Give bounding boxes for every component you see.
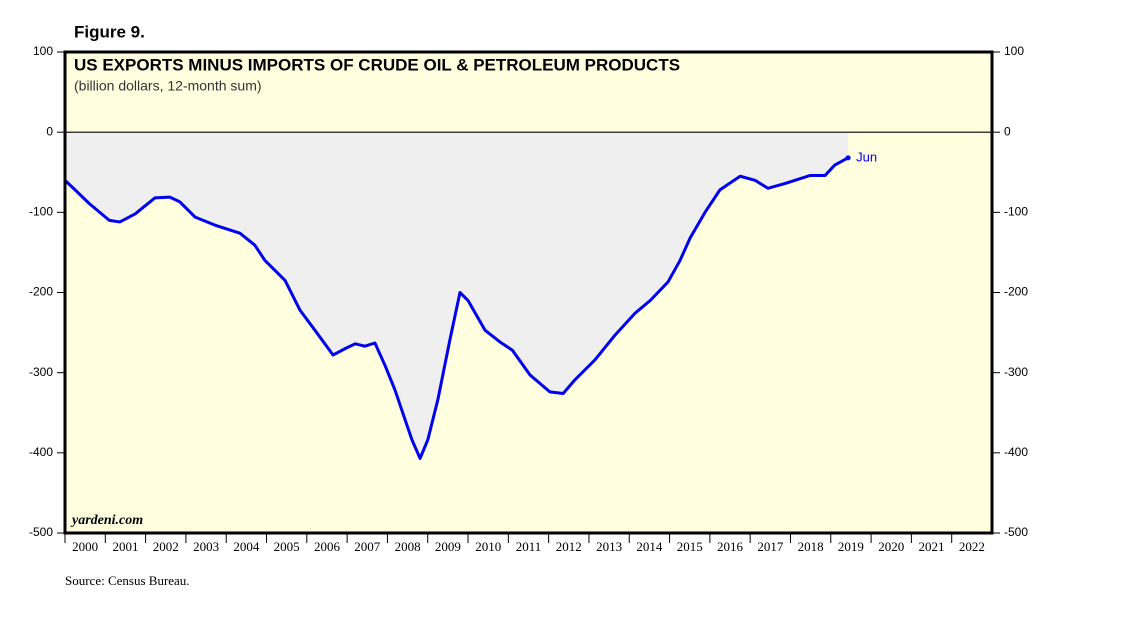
x-tick-label: 2000 xyxy=(72,539,98,554)
x-tick-label: 2001 xyxy=(112,539,138,554)
x-tick-label: 2002 xyxy=(153,539,179,554)
chart-title: US EXPORTS MINUS IMPORTS OF CRUDE OIL & … xyxy=(74,55,680,74)
x-tick-label: 2012 xyxy=(556,539,582,554)
x-tick-label: 2011 xyxy=(516,539,542,554)
y2-tick-label: 100 xyxy=(1004,44,1024,58)
x-tick-label: 2018 xyxy=(798,539,824,554)
plot-frame xyxy=(63,50,994,535)
chart-subtitle: (billion dollars, 12-month sum) xyxy=(74,78,262,94)
x-tick-label: 2019 xyxy=(838,539,864,554)
x-tick-label: 2007 xyxy=(354,539,381,554)
x-tick-label: 2015 xyxy=(677,539,703,554)
x-tick-label: 2016 xyxy=(717,539,744,554)
x-tick-label: 2006 xyxy=(314,539,341,554)
line xyxy=(63,156,849,460)
y-tick-label: -400 xyxy=(29,445,53,459)
x-tick-label: 2010 xyxy=(475,539,501,554)
y2-tick-label: -500 xyxy=(1004,525,1028,539)
x-tick-label: 2005 xyxy=(274,539,300,554)
x-tick-label: 2022 xyxy=(959,539,985,554)
x-tick-label: 2003 xyxy=(193,539,219,554)
y-tick-label: -100 xyxy=(29,205,53,219)
x-tick-label: 2020 xyxy=(878,539,904,554)
end-point xyxy=(845,155,851,161)
x-tick-label: 2021 xyxy=(919,539,945,554)
y2-tick-label: -200 xyxy=(1004,285,1028,299)
x-tick-label: 2014 xyxy=(636,539,663,554)
x-tick-label: 2017 xyxy=(757,539,784,554)
x-tick-label: 2004 xyxy=(233,539,260,554)
x-tick-label: 2008 xyxy=(395,539,421,554)
y2-tick-label: -400 xyxy=(1004,445,1028,459)
y2-tick-label: 0 xyxy=(1004,124,1011,138)
y-tick-label: 100 xyxy=(33,44,53,58)
y-tick-label: 0 xyxy=(46,124,53,138)
watermark: yardeni.com xyxy=(70,513,143,528)
y-tick-label: -200 xyxy=(29,285,53,299)
y2-tick-label: -300 xyxy=(1004,365,1028,379)
area-fill xyxy=(65,132,849,459)
source: Source: Census Bureau. xyxy=(65,573,190,588)
x-tick-label: 2013 xyxy=(596,539,622,554)
x-tick-label: 2009 xyxy=(435,539,461,554)
figure-label: Figure 9. xyxy=(74,22,145,41)
y-tick-label: -500 xyxy=(29,525,53,539)
y-tick-label: -300 xyxy=(29,365,53,379)
annotation: Jun xyxy=(856,149,877,164)
y2-tick-label: -100 xyxy=(1004,205,1028,219)
